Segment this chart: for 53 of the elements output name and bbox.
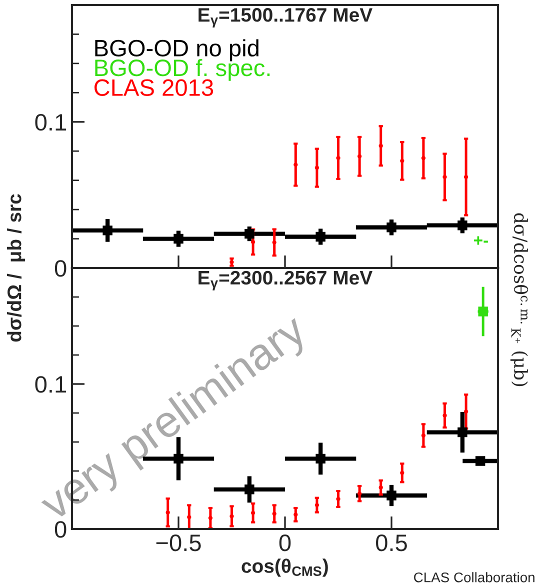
point bbox=[250, 510, 256, 515]
point bbox=[458, 427, 468, 438]
point bbox=[464, 409, 468, 414]
point bbox=[442, 174, 447, 180]
point bbox=[250, 240, 256, 244]
text: CLAS 2013 bbox=[94, 79, 214, 96]
y-tick-label: 0.1 bbox=[35, 114, 66, 131]
point bbox=[294, 162, 298, 167]
text: CLAS Collaboration bbox=[414, 572, 534, 582]
point bbox=[421, 156, 426, 160]
x-tick-label: 0.5 bbox=[376, 534, 407, 552]
point bbox=[400, 158, 404, 163]
point bbox=[357, 154, 362, 158]
annotation: +- bbox=[474, 236, 488, 245]
point bbox=[478, 306, 488, 316]
point bbox=[244, 484, 254, 494]
point bbox=[336, 156, 340, 160]
point bbox=[475, 456, 486, 466]
point bbox=[386, 490, 396, 500]
point bbox=[230, 514, 234, 518]
chart-title: E$_{γ}$=1500..1767 MeV bbox=[198, 8, 372, 28]
point bbox=[316, 454, 326, 464]
y-tick-label: 0.1 bbox=[35, 376, 66, 393]
point bbox=[421, 433, 426, 438]
y-tick-label: 0 bbox=[54, 260, 66, 277]
point bbox=[244, 228, 254, 239]
y-tick-label: 0 bbox=[54, 521, 66, 538]
point bbox=[357, 492, 362, 496]
point bbox=[386, 222, 396, 232]
point bbox=[316, 232, 326, 242]
point bbox=[294, 512, 298, 517]
y-axis-title: dσ/dΩ / μb / src bbox=[7, 194, 26, 342]
chart-title: E$_{γ}$=2300..2567 MeV bbox=[198, 270, 372, 290]
point bbox=[336, 496, 340, 502]
point bbox=[272, 512, 276, 516]
point bbox=[400, 470, 404, 475]
point bbox=[464, 174, 468, 180]
point bbox=[174, 234, 184, 244]
point bbox=[208, 516, 213, 520]
x-axis-title: cos(θ$_{CMS}$) bbox=[242, 558, 328, 577]
text: dσ/dcosθ$^{c.m.}$$_{K⁺}$ (μb) bbox=[510, 213, 528, 386]
x-tick-label: 0 bbox=[279, 534, 291, 552]
point bbox=[187, 515, 192, 520]
point bbox=[442, 413, 447, 418]
point bbox=[166, 510, 170, 515]
point bbox=[378, 144, 383, 148]
point bbox=[102, 226, 112, 236]
point bbox=[272, 240, 276, 245]
point bbox=[314, 166, 320, 170]
point bbox=[378, 485, 383, 490]
point bbox=[314, 502, 320, 508]
x-tick-label: −0.5 bbox=[156, 534, 201, 552]
point bbox=[458, 220, 468, 230]
